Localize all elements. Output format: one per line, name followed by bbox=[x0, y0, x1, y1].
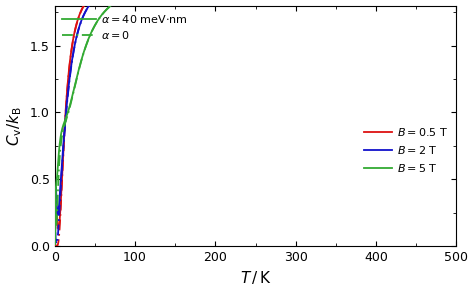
Y-axis label: $C_{\mathrm{v}}/k_{\mathrm{B}}$: $C_{\mathrm{v}}/k_{\mathrm{B}}$ bbox=[6, 106, 24, 146]
Legend: $B = 0.5\ \mathrm{T}$, $B = 2\ \mathrm{T}$, $B = 5\ \mathrm{T}$: $B = 0.5\ \mathrm{T}$, $B = 2\ \mathrm{T… bbox=[362, 124, 451, 176]
X-axis label: $T\,/\,\mathrm{K}$: $T\,/\,\mathrm{K}$ bbox=[240, 270, 272, 286]
